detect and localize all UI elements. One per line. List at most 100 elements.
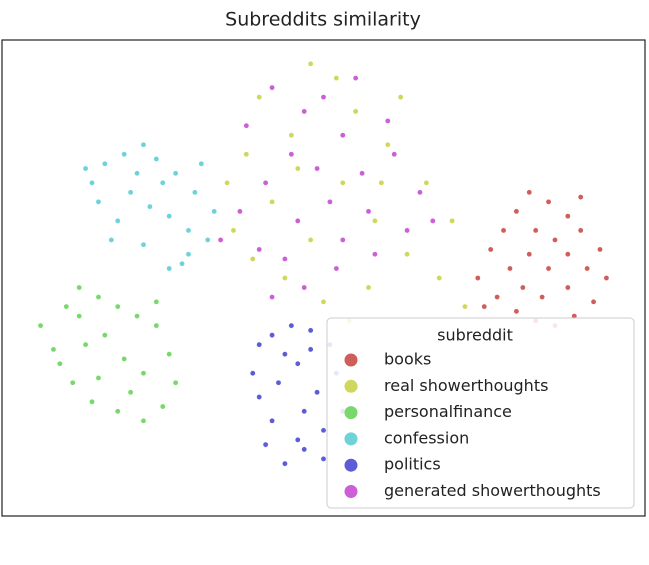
point	[134, 313, 140, 319]
point	[352, 108, 359, 115]
point	[577, 194, 584, 200]
point	[359, 170, 365, 177]
legend-label: books	[384, 350, 431, 369]
point	[481, 303, 488, 310]
point	[577, 227, 584, 234]
point	[423, 179, 430, 186]
point	[539, 294, 545, 300]
point	[603, 275, 610, 281]
point	[249, 370, 256, 377]
point	[391, 151, 398, 158]
point	[404, 227, 410, 234]
point	[320, 427, 327, 434]
point	[95, 294, 102, 300]
point	[352, 75, 359, 81]
point	[288, 322, 295, 329]
point	[269, 294, 275, 300]
point	[185, 251, 192, 257]
point	[179, 260, 185, 267]
point	[140, 141, 147, 148]
point	[282, 351, 288, 357]
point	[320, 94, 327, 100]
point	[256, 94, 263, 100]
point	[121, 151, 127, 158]
point	[339, 132, 346, 138]
point	[269, 417, 275, 424]
point	[333, 75, 340, 81]
legend-marker	[344, 406, 358, 420]
point	[127, 189, 134, 196]
point	[108, 237, 115, 243]
point	[294, 165, 301, 172]
point	[159, 403, 166, 410]
point	[552, 237, 558, 243]
point	[121, 356, 127, 362]
point	[507, 265, 513, 272]
point	[134, 170, 140, 177]
point	[114, 218, 121, 224]
legend-marker	[344, 379, 358, 393]
point	[211, 208, 217, 215]
point	[513, 308, 520, 315]
point	[417, 189, 423, 196]
point	[166, 213, 172, 219]
legend-label: politics	[384, 455, 441, 474]
legend-label: confession	[384, 428, 469, 447]
point	[256, 246, 263, 253]
point	[198, 160, 205, 167]
point	[153, 298, 160, 305]
point	[282, 460, 288, 467]
point	[102, 160, 108, 167]
point	[314, 165, 320, 172]
point	[192, 189, 198, 196]
point	[89, 179, 95, 186]
point	[269, 199, 275, 205]
point	[114, 303, 121, 310]
point	[140, 370, 147, 377]
point	[282, 256, 288, 262]
point	[204, 237, 211, 243]
legend-marker	[344, 432, 358, 446]
point	[307, 346, 314, 353]
point	[256, 341, 263, 348]
point	[584, 265, 590, 272]
chart-title: Subreddits similarity	[225, 9, 421, 31]
point	[307, 61, 314, 67]
legend-box	[326, 317, 635, 509]
point	[89, 398, 95, 405]
legend: subreddit books real showerthoughts person…	[326, 317, 635, 509]
point	[95, 199, 102, 205]
point	[140, 241, 147, 248]
point	[256, 394, 263, 400]
point	[327, 199, 333, 205]
point	[153, 156, 160, 162]
point	[147, 203, 153, 210]
point	[462, 303, 468, 310]
point	[565, 284, 571, 291]
point	[500, 227, 507, 234]
point	[320, 298, 327, 305]
point	[275, 379, 282, 386]
point	[166, 265, 172, 272]
point	[404, 251, 410, 257]
point	[294, 360, 301, 367]
point	[384, 141, 391, 148]
point	[282, 275, 288, 281]
point	[217, 237, 224, 243]
point	[230, 227, 237, 234]
point	[102, 332, 108, 338]
point	[526, 189, 533, 196]
point	[320, 456, 327, 462]
legend-marker	[344, 353, 358, 367]
point	[301, 284, 308, 291]
point	[243, 122, 250, 129]
point	[237, 208, 243, 215]
point	[69, 379, 76, 386]
point	[224, 179, 230, 186]
point	[82, 341, 89, 348]
point	[436, 275, 443, 281]
point	[384, 118, 391, 124]
point	[82, 165, 89, 172]
point	[114, 408, 121, 415]
